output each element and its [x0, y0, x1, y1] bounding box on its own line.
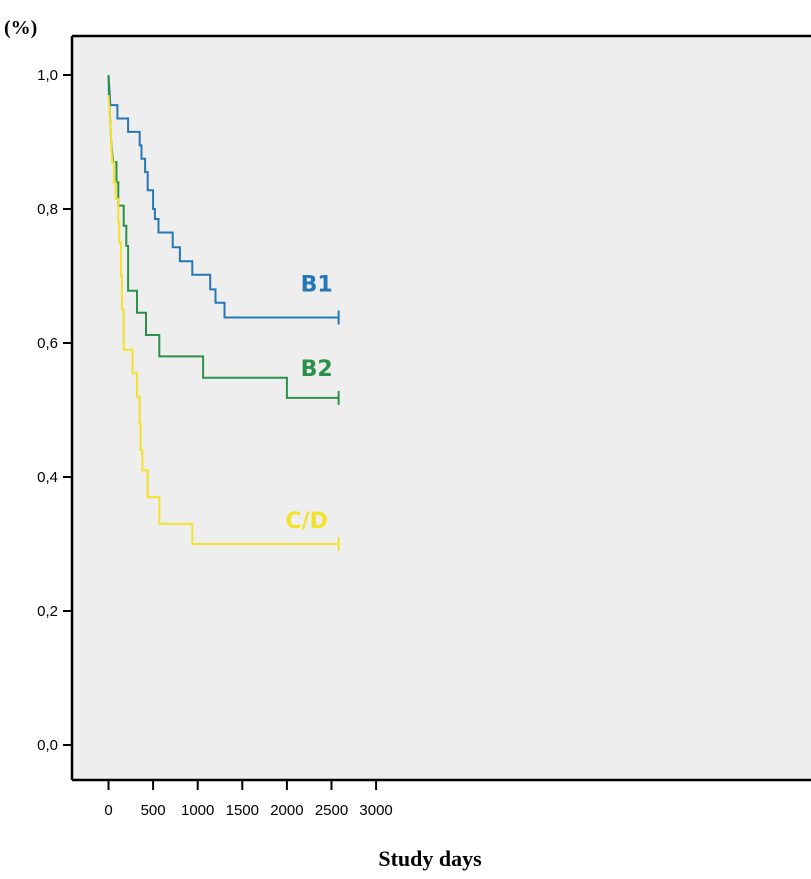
- y-tick-label: 0,6: [37, 335, 58, 352]
- y-axis-title: (%): [4, 17, 37, 39]
- series-label-c-d: C/D: [285, 509, 327, 534]
- y-tick-label: 0,4: [37, 469, 58, 486]
- series-label-b2: B2: [301, 357, 333, 382]
- x-tick-label: 1000: [181, 802, 214, 819]
- x-tick-label: 3000: [359, 802, 392, 819]
- x-tick-label: 2500: [315, 802, 348, 819]
- series-label-b1: B1: [301, 273, 333, 298]
- y-tick-label: 1,0: [37, 67, 58, 84]
- x-tick-label: 2000: [270, 802, 303, 819]
- x-tick-label: 0: [104, 802, 112, 819]
- plot-area-background: [72, 36, 811, 780]
- x-tick-label: 500: [141, 802, 166, 819]
- x-ticks: 0 500 1000 1500 2000 2500 3000: [104, 780, 392, 819]
- y-ticks: 0,0 0,2 0,4 0,6 0,8 1,0: [37, 67, 72, 754]
- y-tick-label: 0,0: [37, 737, 58, 754]
- x-tick-label: 1500: [226, 802, 259, 819]
- y-tick-label: 0,8: [37, 201, 58, 218]
- x-axis-title: Study days: [378, 846, 482, 871]
- y-tick-label: 0,2: [37, 603, 58, 620]
